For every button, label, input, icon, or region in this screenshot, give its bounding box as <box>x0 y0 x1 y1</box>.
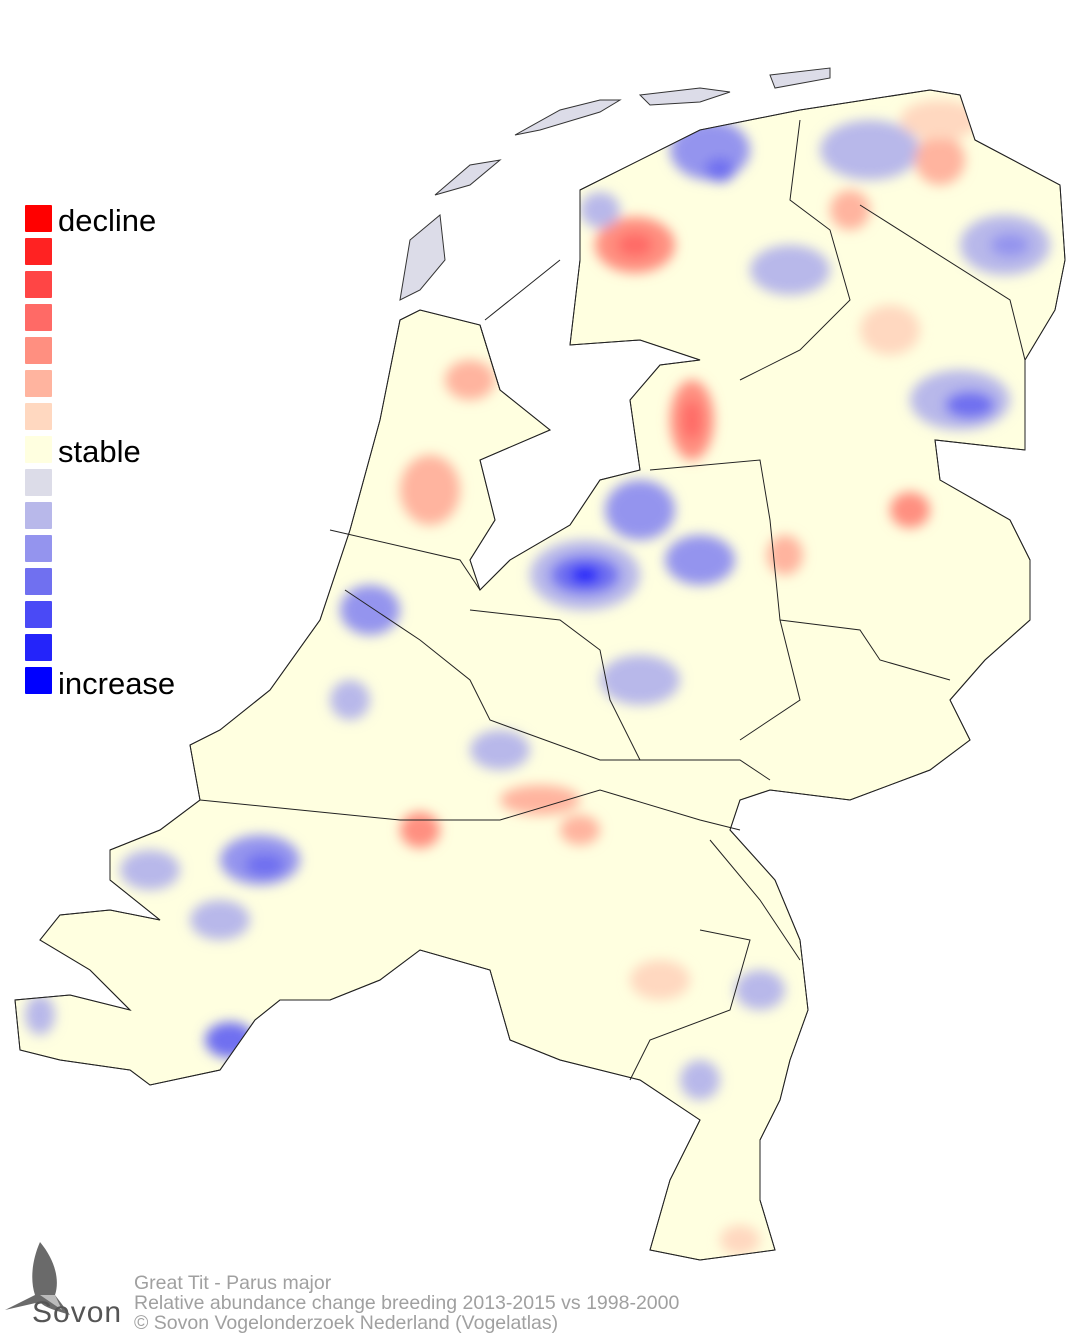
province-border <box>649 459 801 741</box>
island <box>399 214 446 301</box>
sovon-logo-text: Sovon <box>32 1296 123 1329</box>
contour-patch <box>945 391 995 419</box>
contour-patch <box>890 492 930 528</box>
legend-swatch <box>25 535 52 562</box>
contour-patch <box>120 850 180 890</box>
national-border <box>14 89 1066 1261</box>
contour-patch <box>25 995 55 1035</box>
contour-patch <box>470 730 530 770</box>
contour-patch <box>205 1022 255 1058</box>
contour-patch <box>600 655 680 705</box>
contour-patch <box>680 1060 720 1100</box>
contour-patch <box>735 970 785 1010</box>
legend-swatch <box>25 469 52 496</box>
wadden-islands <box>399 67 831 301</box>
contour-patch <box>400 812 440 848</box>
contour-patch <box>915 135 965 185</box>
island <box>514 99 622 136</box>
contour-patch <box>445 360 495 400</box>
province-border <box>859 204 1026 361</box>
contour-patch <box>617 233 653 257</box>
map-caption: Great Tit - Parus major Relative abundan… <box>134 1273 679 1333</box>
contour-patch <box>750 245 830 295</box>
contour-patch <box>830 190 870 230</box>
map-description: Relative abundance change breeding 2013-… <box>134 1292 680 1314</box>
legend-swatch <box>25 205 52 232</box>
species-name: Great Tit - Parus major <box>134 1272 332 1294</box>
legend-swatch <box>25 403 52 430</box>
legend-swatch <box>25 304 52 331</box>
legend-label-stable: stable <box>58 434 141 469</box>
province-border <box>329 529 481 591</box>
contour-patch <box>720 1225 760 1255</box>
contour-patch <box>560 815 600 845</box>
contour-patch <box>580 192 620 228</box>
island <box>638 87 731 106</box>
contour-patch <box>330 680 370 720</box>
contour-patch <box>820 120 920 180</box>
contour-patch <box>630 960 690 1000</box>
island <box>434 159 502 196</box>
contour-patch <box>767 535 803 575</box>
legend-swatch <box>25 502 52 529</box>
province-border <box>479 324 501 391</box>
sovon-swallow-logo-icon <box>5 1242 70 1315</box>
contour-patch <box>682 400 702 440</box>
legend-swatch <box>25 568 52 595</box>
legend-swatch <box>25 634 52 661</box>
contour-patch <box>900 100 980 140</box>
country-base <box>14 67 1066 1261</box>
island <box>769 67 831 89</box>
legend-swatch <box>25 601 52 628</box>
contour-patch <box>190 900 250 940</box>
province-border <box>199 789 741 831</box>
contour-patch <box>400 455 460 525</box>
legend-swatch <box>25 238 52 265</box>
legend-label-increase: increase <box>58 666 176 701</box>
contour-patch <box>705 158 735 182</box>
contour-patch <box>860 305 920 355</box>
legend-label-decline: decline <box>58 203 157 238</box>
legend-swatch <box>25 436 52 463</box>
contour-patch <box>340 585 400 635</box>
contour-patch <box>665 535 735 585</box>
province-border <box>779 619 951 681</box>
province-borders <box>199 119 1026 1081</box>
change-contours <box>25 100 1050 1255</box>
contour-patch <box>245 853 285 877</box>
contour-patch <box>990 233 1030 257</box>
contour-patch <box>500 785 580 815</box>
province-border <box>739 119 851 381</box>
legend-swatch <box>25 337 52 364</box>
copyright: © Sovon Vogelonderzoek Nederland (Vogela… <box>134 1312 559 1334</box>
legend-swatch <box>25 667 52 694</box>
province-border <box>344 589 771 781</box>
province-border <box>484 259 561 321</box>
legend-swatch <box>25 370 52 397</box>
contour-patch <box>605 480 675 540</box>
contour-patch <box>570 566 600 584</box>
province-border <box>469 609 641 761</box>
legend-swatch <box>25 271 52 298</box>
province-border <box>709 839 801 961</box>
province-border <box>629 929 751 1081</box>
